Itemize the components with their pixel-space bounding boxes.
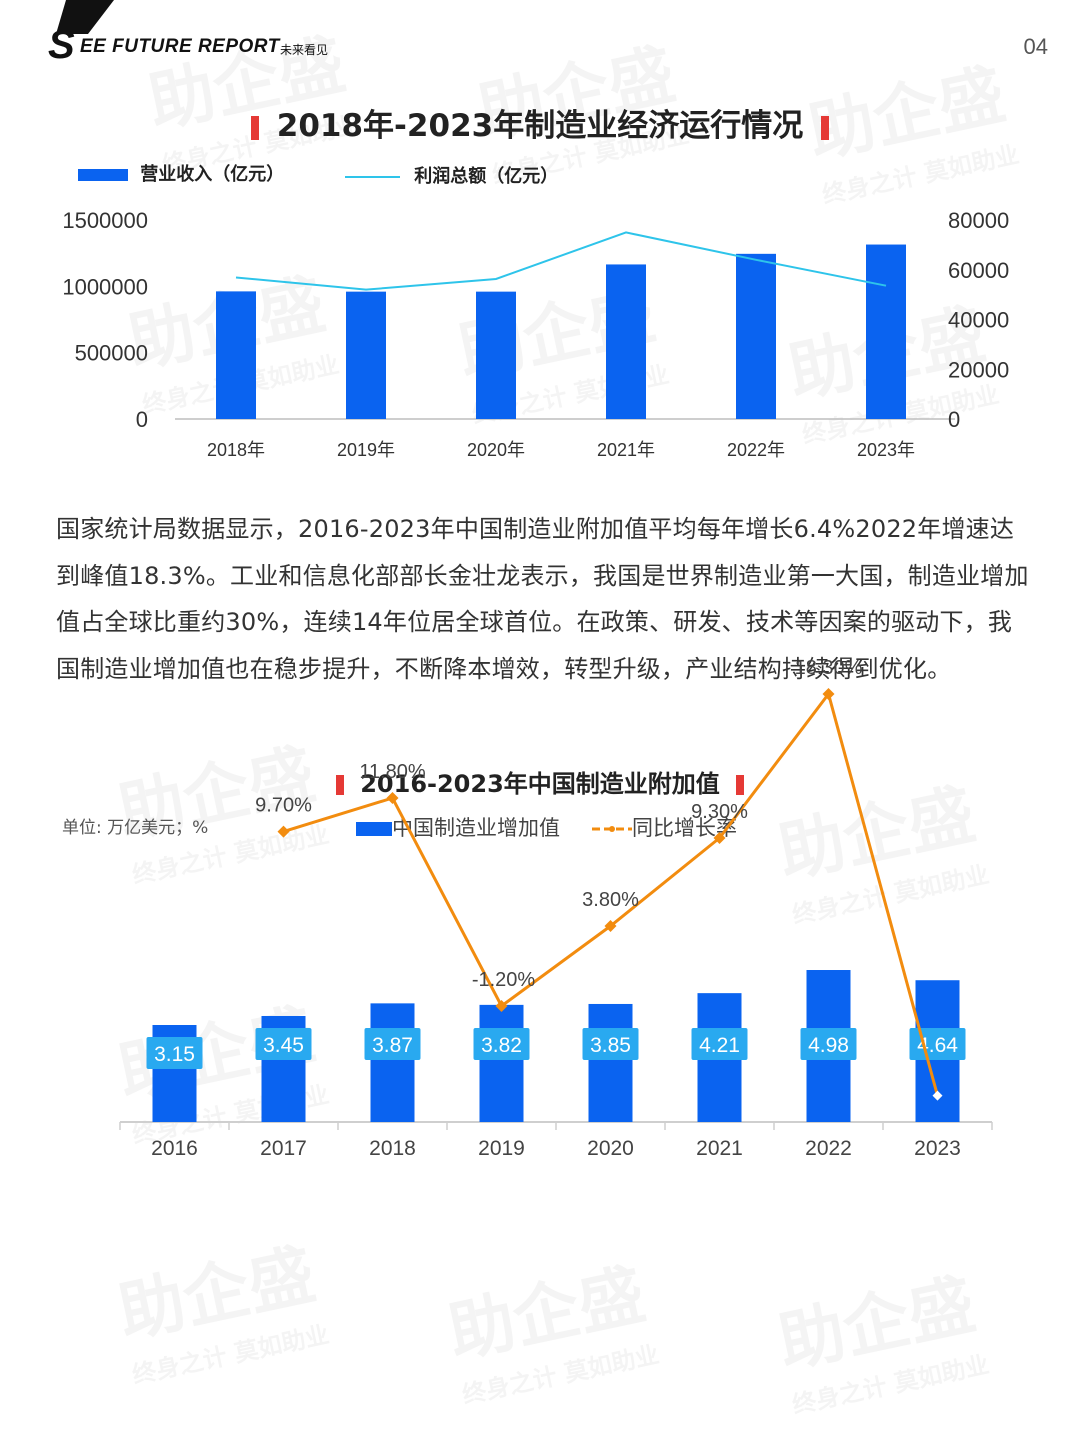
growth-rate-point: [822, 688, 835, 700]
x-tick-label: 2018: [369, 1137, 416, 1160]
revenue-bar: [606, 264, 646, 419]
growth-rate-label: 9.30%: [691, 801, 748, 823]
growth-rate-label: -1.20%: [472, 969, 536, 991]
growth-rate-label: 3.80%: [582, 889, 639, 911]
value-added-bar: [588, 1003, 633, 1122]
x-tick-label: 2017: [260, 1137, 307, 1160]
y-right-tick-label: 60000: [948, 258, 1009, 283]
chart1-title: 2018年-2023年制造业经济运行情况: [0, 100, 1080, 145]
legend-line-label: 利润总额（亿元）: [414, 166, 559, 187]
growth-rate-point: [386, 792, 399, 804]
bar-value-label-box: [691, 1028, 748, 1060]
profit-line: [235, 231, 887, 291]
legend-bar-swatch: [356, 822, 392, 836]
y-right-tick-label: 0: [948, 407, 960, 432]
watermark: 助企盛终身之计 莫如助业: [109, 1221, 332, 1391]
legend-bar-label: 营业收入（亿元）: [140, 164, 285, 185]
watermark: 助企盛终身之计 莫如助业: [439, 1241, 662, 1411]
growth-rate-point: [932, 1090, 943, 1101]
growth-rate-point: [604, 920, 617, 932]
x-tick-label: 2023年: [857, 440, 915, 460]
chart1-legend-line: 利润总额（亿元）: [345, 162, 558, 188]
bar-value-label: 3.85: [590, 1034, 631, 1057]
y-right-tick-label: 20000: [948, 357, 1009, 382]
x-tick-label: 2020年: [467, 440, 525, 460]
y-right-tick-label: 80000: [948, 208, 1009, 233]
x-tick-label: 2022年: [727, 440, 785, 460]
bar-value-label: 3.15: [154, 1043, 195, 1066]
title-accent-left: [336, 775, 345, 795]
bar-value-label: 3.82: [481, 1034, 522, 1057]
x-tick-label: 2021年: [597, 440, 655, 460]
y-left-tick-label: 500000: [75, 341, 148, 366]
value-added-bar: [479, 1004, 524, 1122]
legend-line-swatch: [345, 176, 400, 178]
growth-rate-point: [277, 825, 290, 838]
logo-subtitle: 未来看见: [280, 43, 329, 57]
x-tick-label: 2019: [478, 1137, 525, 1160]
x-tick-label: 2023: [914, 1137, 961, 1160]
growth-rate-point: [495, 1000, 508, 1012]
x-tick-label: 2021: [696, 1137, 743, 1160]
bar-value-label-box: [146, 1037, 203, 1069]
bar-value-label-box: [255, 1028, 312, 1060]
watermark: 助企盛终身之计 莫如助业: [769, 1251, 992, 1421]
growth-rate-label: 11.80%: [359, 761, 426, 783]
bar-value-label: 3.45: [263, 1034, 304, 1057]
bar-value-label-box: [909, 1028, 966, 1060]
y-right-tick-label: 40000: [948, 308, 1009, 333]
revenue-bar: [736, 253, 776, 419]
bar-value-label: 3.87: [372, 1034, 413, 1057]
x-tick-label: 2020: [587, 1137, 634, 1160]
bar-value-label-box: [364, 1028, 421, 1060]
bar-value-label-box: [473, 1028, 530, 1060]
revenue-bar: [346, 291, 386, 419]
logo-icon: S: [48, 0, 114, 62]
svg-text:S: S: [48, 23, 75, 62]
bar-value-label: 4.64: [917, 1034, 958, 1057]
y-left-tick-label: 0: [136, 407, 148, 432]
chart2-title-text: 2016-2023年中国制造业附加值: [360, 770, 720, 798]
body-paragraph: 国家统计局数据显示，2016-2023年中国制造业附加值平均每年增长6.4%20…: [56, 515, 1029, 683]
growth-rate-label: 18.30%: [795, 657, 863, 679]
bar-value-label: 4.21: [699, 1034, 740, 1057]
chart1-title-text: 2018年-2023年制造业经济运行情况: [276, 108, 804, 144]
legend-bar-swatch: [78, 169, 128, 181]
x-tick-label: 2019年: [337, 440, 395, 460]
legend-bar-label: 中国制造业增加值: [392, 816, 560, 840]
chart2-unit-label: 单位: 万亿美元；%: [62, 818, 209, 838]
revenue-bar: [476, 291, 516, 419]
title-accent-left: [250, 115, 259, 140]
y-left-tick-label: 1000000: [62, 274, 148, 299]
chart1-plot: 0 500000 1000000 1500000 0 20000 40000 60000 800…: [62, 208, 1009, 460]
revenue-bar: [866, 244, 906, 419]
logo-text: EE FUTURE REPORT: [80, 36, 280, 57]
chart2-plot: 3.15 3.45 3.87 3.82 3.85 4.21 4.98 4.64 2016 2017…: [119, 657, 993, 1160]
chart1-legend-bar: 营业收入（亿元）: [78, 160, 284, 186]
page-number: 04: [1023, 34, 1048, 59]
bar-value-label: 4.98: [808, 1034, 849, 1057]
x-tick-label: 2018年: [207, 440, 265, 460]
y-left-tick-label: 1500000: [62, 208, 148, 233]
growth-rate-label: 9.70%: [255, 795, 312, 817]
chart2-legend-bar: 中国制造业增加值: [356, 812, 560, 842]
page-header: S EE FUTURE REPORT 未来看见 04: [48, 0, 1048, 70]
bar-value-label-box: [800, 1028, 857, 1060]
x-tick-label: 2022: [805, 1137, 852, 1160]
revenue-bar: [216, 291, 256, 419]
chart2-title: 2016-2023年中国制造业附加值: [0, 764, 1080, 799]
value-added-bar: [370, 1003, 415, 1122]
growth-rate-point: [713, 832, 726, 844]
bar-value-label-box: [582, 1028, 639, 1060]
x-tick-label: 2016: [151, 1137, 198, 1160]
title-accent-right: [735, 775, 744, 795]
legend-line-swatch: [592, 826, 632, 832]
title-accent-right: [821, 115, 830, 140]
